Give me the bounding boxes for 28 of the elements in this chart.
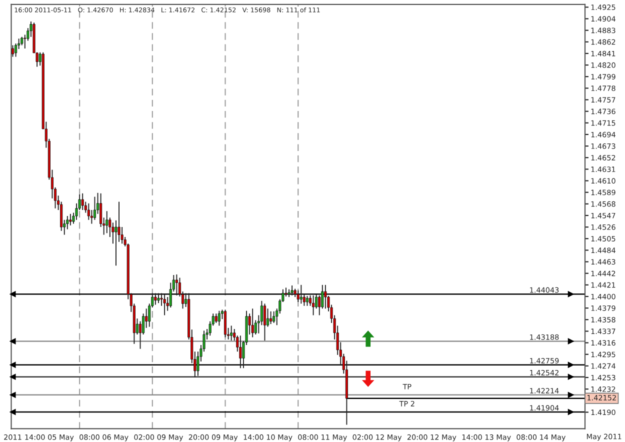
candlestick <box>306 295 309 306</box>
candlestick <box>114 220 118 266</box>
candlestick <box>93 196 96 220</box>
candlestick <box>87 202 90 220</box>
candlestick <box>290 284 294 296</box>
candlestick <box>214 313 218 324</box>
candlestick <box>300 284 302 304</box>
candlestick <box>318 294 321 316</box>
candlestick <box>324 284 327 310</box>
candlestick <box>11 44 14 58</box>
candlestick <box>312 294 315 316</box>
candlestick <box>224 309 227 338</box>
candlestick <box>163 294 166 316</box>
candlestick <box>24 34 26 49</box>
candlestick <box>218 310 220 326</box>
candlestick <box>69 213 72 226</box>
candlestick <box>175 274 178 296</box>
candlestick <box>239 335 242 369</box>
candlestick <box>154 292 157 306</box>
candlestick <box>272 310 276 324</box>
candlestick <box>266 308 270 328</box>
candlestick <box>270 310 272 325</box>
candlestick <box>230 325 233 342</box>
candlestick <box>157 292 160 304</box>
candlestick <box>251 308 254 338</box>
candlestick <box>81 192 84 210</box>
candlestick <box>106 210 108 234</box>
candlestick <box>263 303 266 342</box>
